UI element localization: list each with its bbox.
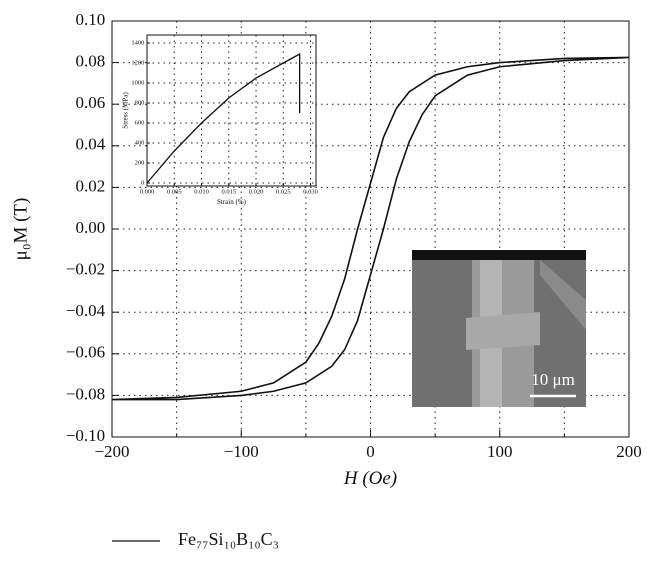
x-tick-label: 100 [487,442,513,461]
x-tick-label: 0.005 [167,189,182,196]
y-axis-label: Stress (MPa) [122,92,130,129]
legend-label: Fe₇₇Si₁₀B₁₀C₃ [178,529,279,549]
x-tick-label: −200 [94,442,129,461]
x-tick-label: 0.020 [249,189,264,196]
scale-bar-label: 10 μm [531,370,575,389]
y-tick-label: 600 [135,119,145,126]
y-tick-label: 200 [135,159,145,166]
data-line [111,56,630,401]
plot-frame [111,20,630,438]
y-tick-label: 0.04 [75,135,105,154]
y-tick-label: 400 [135,139,145,146]
y-tick-label: −0.02 [66,260,105,279]
plot-frame [146,34,317,187]
x-tick-label: 0.010 [194,189,209,196]
y-tick-label: −0.06 [66,343,105,362]
x-tick-label: 0.015 [221,189,236,196]
y-tick-label: −0.08 [66,384,105,403]
y-tick-label: 1200 [131,59,144,66]
x-axis-label: Strain (%) [217,198,247,206]
y-axis-label: μ₀M (T) [10,198,31,261]
y-tick-label: 0.08 [75,52,105,71]
data-line [146,52,301,184]
y-tick-label: 0.06 [75,93,105,112]
y-tick-label: 0.02 [75,176,105,195]
y-tick-label: 1000 [131,79,144,86]
x-tick-label: 200 [616,442,642,461]
y-tick-label: 0.10 [75,10,105,29]
y-tick-label: −0.04 [66,301,106,320]
y-tick-label: 0 [141,179,144,186]
x-tick-label: 0.000 [140,189,155,196]
y-tick-label: 1400 [131,39,144,46]
x-tick-label: 0.030 [303,189,318,196]
x-tick-label: −100 [224,442,259,461]
x-tick-label: 0 [366,442,375,461]
x-axis-label: H (Oe) [343,468,397,489]
sem-image: 10 μm [412,250,586,407]
y-tick-label: 800 [135,99,145,106]
x-tick-label: 0.025 [276,189,291,196]
y-tick-label: −0.10 [66,426,105,445]
y-tick-label: 0.00 [75,218,105,237]
